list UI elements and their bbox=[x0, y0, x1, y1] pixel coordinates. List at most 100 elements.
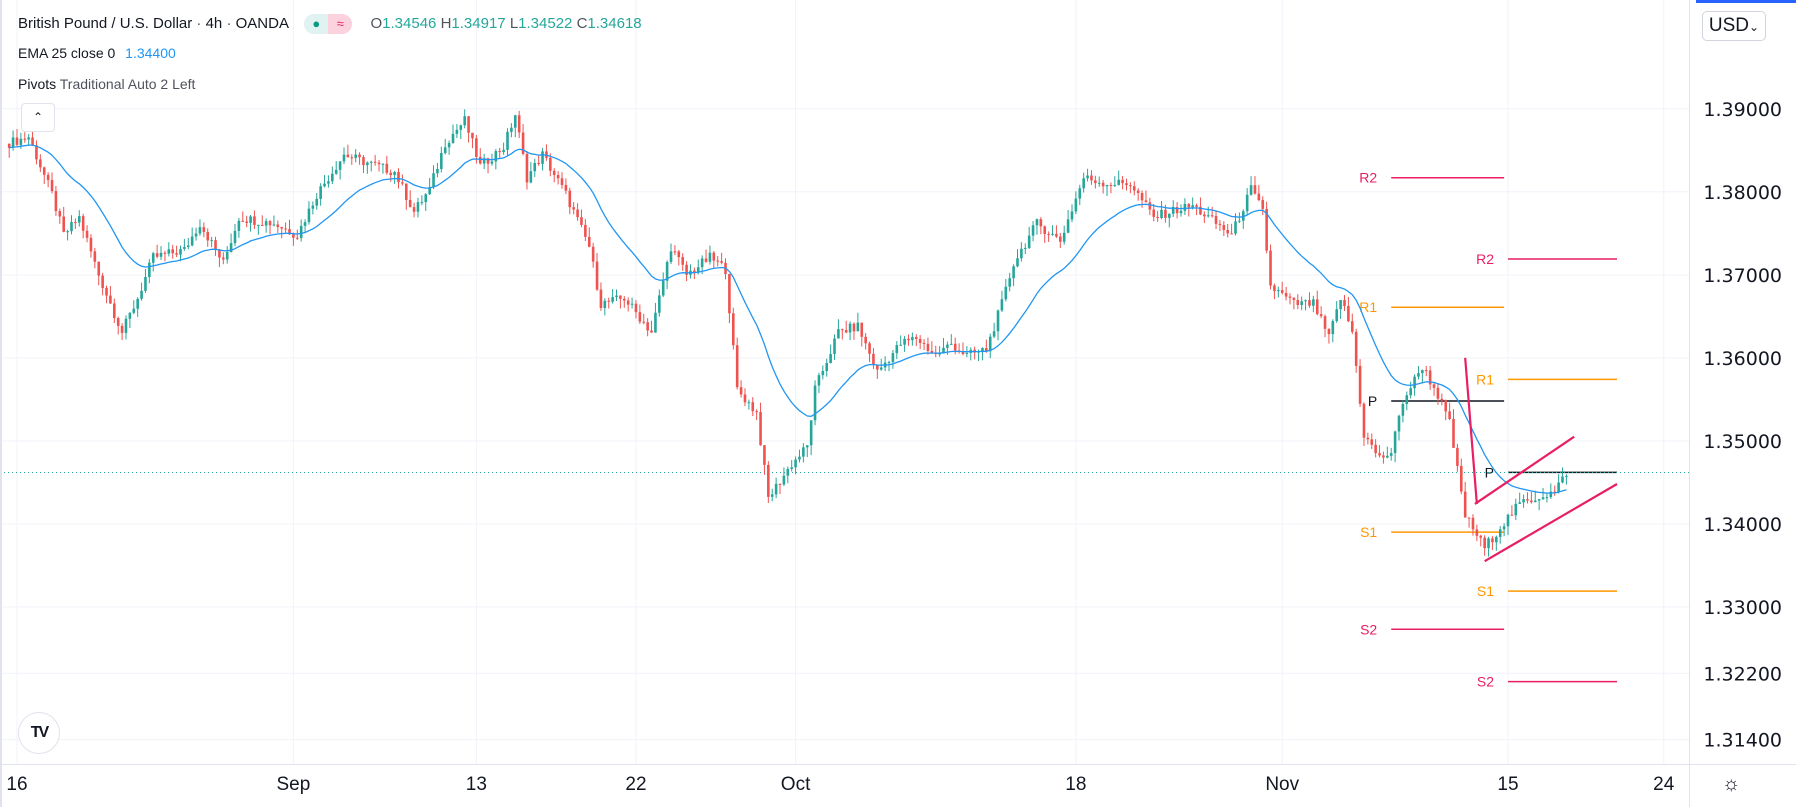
candle bbox=[311, 201, 315, 215]
candle bbox=[155, 244, 159, 259]
candle-body bbox=[1549, 491, 1553, 498]
candle bbox=[175, 245, 178, 258]
candle bbox=[669, 243, 673, 265]
candle-body bbox=[1164, 209, 1167, 218]
candle-body bbox=[237, 220, 241, 231]
candle bbox=[1206, 206, 1210, 218]
collapse-legend-button[interactable]: ⌃ bbox=[21, 103, 55, 132]
candle bbox=[39, 154, 42, 173]
candle-body bbox=[911, 337, 914, 341]
market-status-badge[interactable]: ● ≈ bbox=[304, 14, 353, 34]
candle-body bbox=[778, 483, 782, 485]
candle-body bbox=[482, 158, 486, 164]
candle bbox=[837, 319, 840, 339]
candle bbox=[467, 115, 470, 143]
candle bbox=[74, 218, 77, 229]
candle-body bbox=[502, 149, 505, 153]
candle-body bbox=[953, 343, 957, 351]
candle-body bbox=[1444, 400, 1448, 412]
candle bbox=[872, 347, 875, 369]
candle bbox=[167, 242, 171, 257]
candle bbox=[584, 219, 587, 241]
candle bbox=[763, 445, 766, 475]
candle bbox=[362, 155, 365, 174]
ohlc-values: O1.34546 H1.34917 L1.34522 C1.34618 bbox=[370, 15, 641, 32]
candle-body bbox=[397, 171, 400, 183]
candle bbox=[564, 178, 568, 195]
candle bbox=[934, 345, 938, 358]
candle bbox=[393, 170, 396, 184]
candle bbox=[447, 140, 451, 155]
candle bbox=[1066, 209, 1070, 234]
candle-body bbox=[1086, 175, 1089, 179]
candle bbox=[1078, 184, 1082, 206]
close-value: 1.34618 bbox=[587, 14, 642, 32]
candle-body bbox=[1226, 229, 1230, 234]
candle-body bbox=[630, 303, 634, 305]
candle bbox=[1284, 286, 1288, 301]
candle-body bbox=[591, 246, 595, 262]
candle bbox=[1350, 313, 1354, 335]
candle bbox=[529, 162, 533, 184]
candle-body bbox=[856, 322, 860, 332]
candle-body bbox=[580, 217, 583, 225]
candle-body bbox=[552, 170, 556, 175]
candle-body bbox=[1113, 184, 1117, 186]
candle-body bbox=[1561, 476, 1564, 483]
tradingview-logo-icon[interactable]: TV bbox=[18, 712, 60, 754]
candle bbox=[1195, 203, 1198, 216]
candle-body bbox=[1417, 373, 1420, 377]
currency-button[interactable]: USD⌄ bbox=[1702, 11, 1766, 41]
candle-body bbox=[1296, 300, 1300, 305]
candle-body bbox=[634, 303, 638, 313]
candle-body bbox=[424, 194, 428, 203]
symbol-legend[interactable]: British Pound / U.S. Dollar · 4h · OANDA… bbox=[18, 14, 642, 34]
candle bbox=[136, 297, 139, 317]
time-axis[interactable]: 16 Sep 13 22 Oct 18 Nov 15 24 bbox=[6, 774, 1674, 795]
candle-body bbox=[155, 253, 159, 257]
candle-body bbox=[1421, 370, 1424, 374]
candle-body bbox=[673, 251, 677, 253]
candle-body bbox=[15, 137, 19, 145]
candle-body bbox=[369, 161, 373, 163]
candle bbox=[798, 449, 801, 463]
candle-body bbox=[1152, 209, 1156, 217]
candle bbox=[658, 289, 661, 317]
trend-drawings[interactable] bbox=[1464, 357, 1618, 563]
candle bbox=[443, 138, 447, 155]
candle bbox=[615, 289, 618, 301]
candle-body bbox=[1565, 476, 1568, 478]
candle bbox=[1257, 184, 1261, 202]
candle-body bbox=[1187, 203, 1191, 208]
candle bbox=[276, 220, 280, 233]
candle-body bbox=[876, 364, 879, 370]
candle bbox=[81, 213, 85, 239]
candle-body bbox=[144, 276, 147, 291]
settings-icon[interactable]: ☼ bbox=[1722, 773, 1741, 795]
candle bbox=[587, 227, 591, 248]
candle-body bbox=[996, 310, 1000, 332]
impulse-line[interactable] bbox=[1464, 357, 1478, 505]
chevron-down-icon: ⌄ bbox=[1749, 20, 1760, 34]
channel-lower[interactable] bbox=[1484, 483, 1618, 563]
pivots-legend[interactable]: Pivots Traditional Auto 2 Left bbox=[18, 76, 195, 92]
channel-upper[interactable] bbox=[1474, 435, 1575, 505]
candle bbox=[1273, 283, 1276, 300]
candle-body bbox=[163, 252, 167, 254]
candle bbox=[1405, 391, 1409, 411]
exchange: OANDA bbox=[235, 14, 289, 32]
candle-body bbox=[447, 143, 451, 148]
candle bbox=[786, 466, 790, 484]
candle bbox=[1530, 491, 1533, 504]
price-tick-label: 1.33000 bbox=[1703, 597, 1782, 619]
candle-body bbox=[879, 367, 883, 370]
ema-legend[interactable]: EMA 25 close 0 1.34400 bbox=[18, 45, 176, 61]
candle-body bbox=[175, 253, 178, 255]
price-axis[interactable]: 1.39000 1.38000 1.37000 1.36000 1.35000 1.340… bbox=[1703, 99, 1782, 752]
candle-body bbox=[794, 459, 797, 468]
candle bbox=[179, 245, 182, 262]
candle-body bbox=[1273, 285, 1276, 292]
candle-body bbox=[965, 352, 969, 354]
candle-body bbox=[985, 348, 988, 352]
